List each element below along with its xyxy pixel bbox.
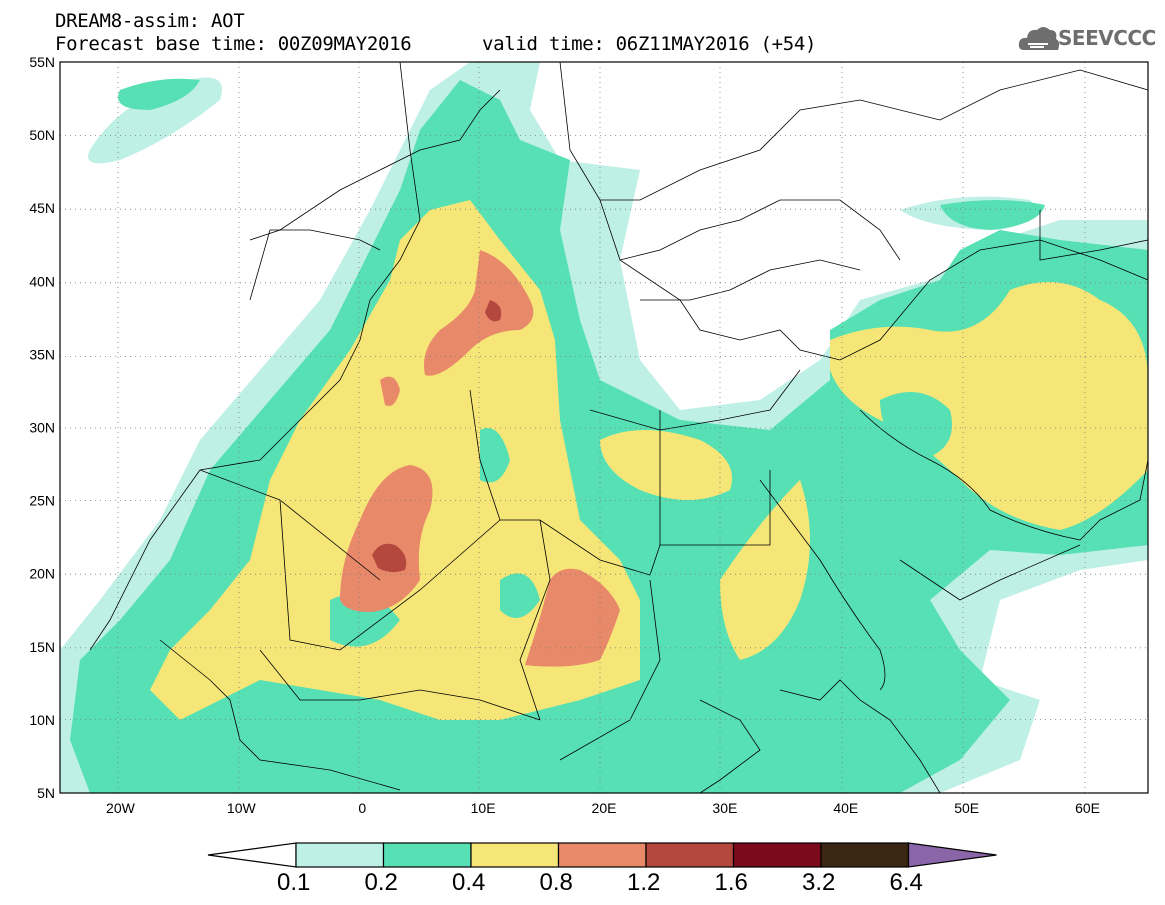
- lat-label: 50N: [29, 127, 55, 143]
- lon-label: 20W: [106, 800, 136, 816]
- colorbar-segment: [295, 842, 385, 868]
- colorbar-segment: [470, 842, 560, 868]
- lon-label: 10E: [471, 800, 496, 816]
- colorbar-label: 1.6: [714, 869, 748, 896]
- lat-label: 55N: [29, 54, 55, 70]
- lat-label: 15N: [29, 639, 55, 655]
- lat-label: 20N: [29, 566, 55, 582]
- lon-label: 30E: [712, 800, 737, 816]
- map-title: DREAM8-assim: AOT: [55, 10, 245, 32]
- map-frame: [59, 61, 1149, 794]
- logo-text: SEEVCCC: [1058, 26, 1156, 50]
- colorbar-segment: [557, 842, 647, 868]
- colorbar-label: 3.2: [802, 869, 836, 896]
- lon-label: 10W: [227, 800, 257, 816]
- colorbar-label: 1.2: [627, 869, 661, 896]
- lon-label: 50E: [954, 800, 979, 816]
- country-borders: [89, 62, 1148, 793]
- colorbar-label: 0.2: [364, 869, 398, 896]
- colorbar-segment: [382, 842, 472, 868]
- graticule: [60, 62, 1148, 793]
- colorbar-label: 0.8: [539, 869, 573, 896]
- lon-label: 60E: [1075, 800, 1100, 816]
- lon-label: 20E: [592, 800, 617, 816]
- colorbar-min-arrow: [207, 842, 297, 868]
- colorbar-max-arrow: [907, 842, 997, 868]
- lat-label: 5N: [37, 785, 55, 801]
- lat-label: 25N: [29, 493, 55, 509]
- colorbar: [207, 842, 997, 868]
- aot-level-1.2: [372, 300, 502, 573]
- lat-label: 40N: [29, 273, 55, 289]
- valid-time: valid time: 06Z11MAY2016 (+54): [482, 33, 817, 55]
- colorbar-segment: [820, 842, 910, 868]
- colorbar-segment: [732, 842, 822, 868]
- lat-label: 30N: [29, 420, 55, 436]
- lat-label: 45N: [29, 200, 55, 216]
- colorbar-segment: [645, 842, 735, 868]
- colorbar-label: 0.4: [452, 869, 486, 896]
- forecast-base-time: Forecast base time: 00Z09MAY2016: [55, 33, 412, 55]
- lat-label: 10N: [29, 712, 55, 728]
- lon-label: 0: [358, 800, 366, 816]
- colorbar-label: 0.1: [277, 869, 311, 896]
- cloud-logo-icon: [1018, 27, 1060, 50]
- colorbar-label: 6.4: [889, 869, 923, 896]
- lon-label: 40E: [833, 800, 858, 816]
- lat-label: 35N: [29, 346, 55, 362]
